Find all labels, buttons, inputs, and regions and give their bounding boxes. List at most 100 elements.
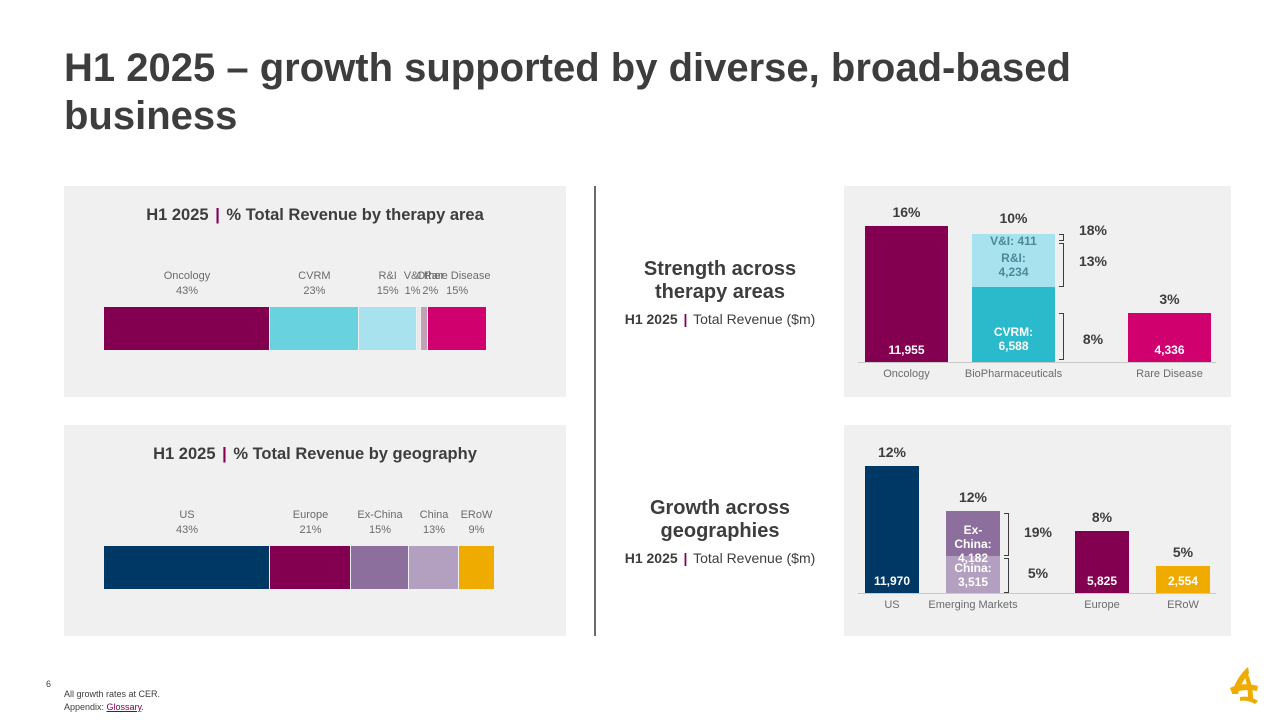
therapy-revenue-segment-label: V&I: 411 [990, 234, 1037, 249]
geo-share-label-percent: 43% [175, 524, 198, 536]
vertical-divider [594, 186, 596, 636]
therapy-share-label-name: V&I [403, 270, 422, 282]
therapy-revenue-category-rare-disease: Rare Disease [1136, 368, 1203, 380]
geo-revenue-panel: 11,970 12% US China: 3,515 5% Ex-China: 4,182 19… [844, 425, 1231, 636]
therapy-share-label-r-i: R&I 15% [377, 269, 399, 299]
therapy-share-title-prefix: H1 2025 [146, 206, 209, 224]
therapy-revenue-panel: 11,955 16% Oncology CVRM: 6,588 8% R&I: 4,234 13… [844, 186, 1231, 397]
geo-section-subtitle: H1 2025 | Total Revenue ($m) [620, 550, 820, 566]
geo-revenue-axis [858, 593, 1216, 594]
therapy-share-title: H1 2025 | % Total Revenue by therapy are… [64, 206, 566, 225]
therapy-share-title-text: % Total Revenue by therapy area [226, 206, 484, 224]
therapy-share-segment-oncology [104, 307, 270, 350]
footnote-period: . [141, 702, 144, 712]
therapy-revenue-value-label: 11,955 [888, 342, 925, 357]
geo-revenue-growth-emerging-markets: 12% [958, 489, 988, 506]
segment-value: 6,588 [998, 339, 1029, 354]
therapy-share-label-name: R&I [378, 270, 397, 282]
therapy-share-label-percent: 15% [376, 285, 399, 297]
title-separator: | [222, 445, 227, 463]
geo-revenue-bar-emerging-markets-exchina: Ex-China: 4,182 [946, 511, 1000, 565]
footnote-appendix: Appendix: Glossary. [64, 702, 144, 712]
geo-revenue-growth-erow: 5% [1172, 543, 1194, 560]
segment-value: 3,515 [957, 574, 989, 589]
footnote-appendix-prefix: Appendix: [64, 702, 107, 712]
geo-section-sub-text: Total Revenue ($m) [693, 550, 816, 566]
therapy-section-title: Strength across therapy areas [643, 258, 797, 303]
geo-share-segment-erow [459, 546, 494, 589]
geo-revenue-value-label: 5,825 [1086, 573, 1118, 588]
geo-share-title: H1 2025 | % Total Revenue by geography [64, 445, 566, 464]
geo-share-label-name: China [419, 509, 449, 521]
therapy-share-label-percent: 43% [175, 285, 198, 297]
therapy-share-segment-cvrm [269, 307, 358, 350]
segment-name: R&I: [1001, 250, 1026, 265]
page-number: 6 [46, 679, 52, 689]
geo-revenue-value-label: 11,970 [873, 573, 911, 588]
therapy-revenue-segment-growth: 8% [1082, 330, 1104, 347]
therapy-revenue-category-oncology: Oncology [883, 368, 930, 380]
geo-revenue-bar-us: 11,970 [865, 465, 919, 593]
glossary-link[interactable]: Glossary [106, 702, 142, 712]
therapy-share-label-rare-disease: Rare Disease 15% [424, 269, 491, 299]
therapy-revenue-category-biopharmaceuticals: BioPharmaceuticals [964, 368, 1063, 380]
title-separator: | [683, 311, 688, 327]
therapy-revenue-bar-biopharmaceuticals-ri: R&I: 4,234 [972, 238, 1055, 288]
therapy-revenue-axis [858, 362, 1216, 363]
geo-revenue-segment-label: China: 3,515 [946, 561, 1000, 589]
therapy-share-label-percent: 2% [422, 285, 439, 297]
segment-value: 4,234 [998, 264, 1029, 279]
therapy-share-label-name: Other [416, 270, 445, 282]
therapy-revenue-bar-rare-disease: 4,336 [1128, 312, 1211, 362]
therapy-revenue-growth-biopharmaceuticals: 10% [999, 210, 1028, 227]
geo-share-panel: H1 2025 | % Total Revenue by geography U… [64, 425, 566, 636]
therapy-revenue-growth-rare-disease: 3% [1159, 290, 1180, 307]
segment-name: China: [954, 560, 992, 575]
geo-revenue-segment-growth: 5% [1027, 565, 1049, 582]
therapy-revenue-bar-biopharmaceuticals-vi: V&I: 411 [972, 234, 1055, 248]
page-title: H1 2025 – growth supported by diverse, b… [64, 46, 1071, 138]
therapy-revenue-segment-label: R&I: 4,234 [972, 251, 1055, 279]
therapy-share-segment-v-i [416, 307, 420, 350]
therapy-revenue-bar-oncology: 11,955 [865, 225, 948, 362]
therapy-revenue-value-label: 4,336 [1154, 342, 1185, 357]
geo-revenue-bar-erow: 2,554 [1156, 565, 1210, 593]
therapy-share-label-v-i: V&I 1% [404, 269, 422, 299]
geo-revenue-value-label: 2,554 [1167, 573, 1199, 588]
geo-revenue-category-erow: ERoW [1167, 599, 1199, 611]
geo-share-label-erow: ERoW 9% [461, 508, 493, 538]
geo-share-title-text: % Total Revenue by geography [233, 445, 477, 463]
therapy-revenue-growth-oncology: 16% [892, 203, 921, 220]
therapy-revenue-chart: 11,955 16% Oncology CVRM: 6,588 8% R&I: 4,234 13… [844, 186, 1231, 397]
geo-share-label-name: US [179, 509, 195, 521]
geo-revenue-segment-label: Ex-China: 4,182 [946, 523, 1000, 565]
footnote-cer: All growth rates at CER. [64, 689, 161, 699]
geo-revenue-bracket [1004, 513, 1009, 556]
therapy-share-label-percent: 1% [404, 285, 421, 297]
geo-revenue-bar-emerging-markets-china: China: 3,515 [946, 555, 1000, 593]
geo-revenue-bar-europe: 5,825 [1075, 531, 1129, 593]
geo-share-label-percent: 21% [299, 524, 322, 536]
therapy-revenue-segment-label: CVRM: 6,588 [972, 325, 1055, 353]
geo-share-label-europe: Europe 21% [293, 508, 328, 538]
title-separator: | [215, 206, 220, 224]
geo-share-label-percent: 15% [368, 524, 391, 536]
therapy-section-sub-text: Total Revenue ($m) [693, 311, 816, 327]
therapy-share-segment-other [420, 307, 428, 350]
geo-share-label-china: China 13% [420, 508, 449, 538]
therapy-revenue-bracket [1059, 242, 1064, 288]
therapy-share-label-oncology: Oncology 43% [164, 269, 210, 299]
segment-value: 4,182 [957, 551, 989, 566]
geo-section-sub-prefix: H1 2025 [624, 550, 678, 566]
geo-share-label-name: ERoW [460, 509, 493, 521]
geo-share-segment-ex-china [351, 546, 409, 589]
therapy-share-panel: H1 2025 | % Total Revenue by therapy are… [64, 186, 566, 397]
therapy-share-label-percent: 15% [446, 285, 469, 297]
geo-share-title-prefix: H1 2025 [153, 445, 216, 463]
therapy-share-label-name: Rare Disease [423, 270, 491, 282]
therapy-share-segment-rare-disease [428, 307, 487, 350]
geo-revenue-growth-us: 12% [877, 443, 907, 460]
geo-share-label-us: US 43% [176, 508, 198, 538]
therapy-revenue-bracket [1059, 234, 1064, 241]
geo-share-segment-china [408, 546, 459, 589]
